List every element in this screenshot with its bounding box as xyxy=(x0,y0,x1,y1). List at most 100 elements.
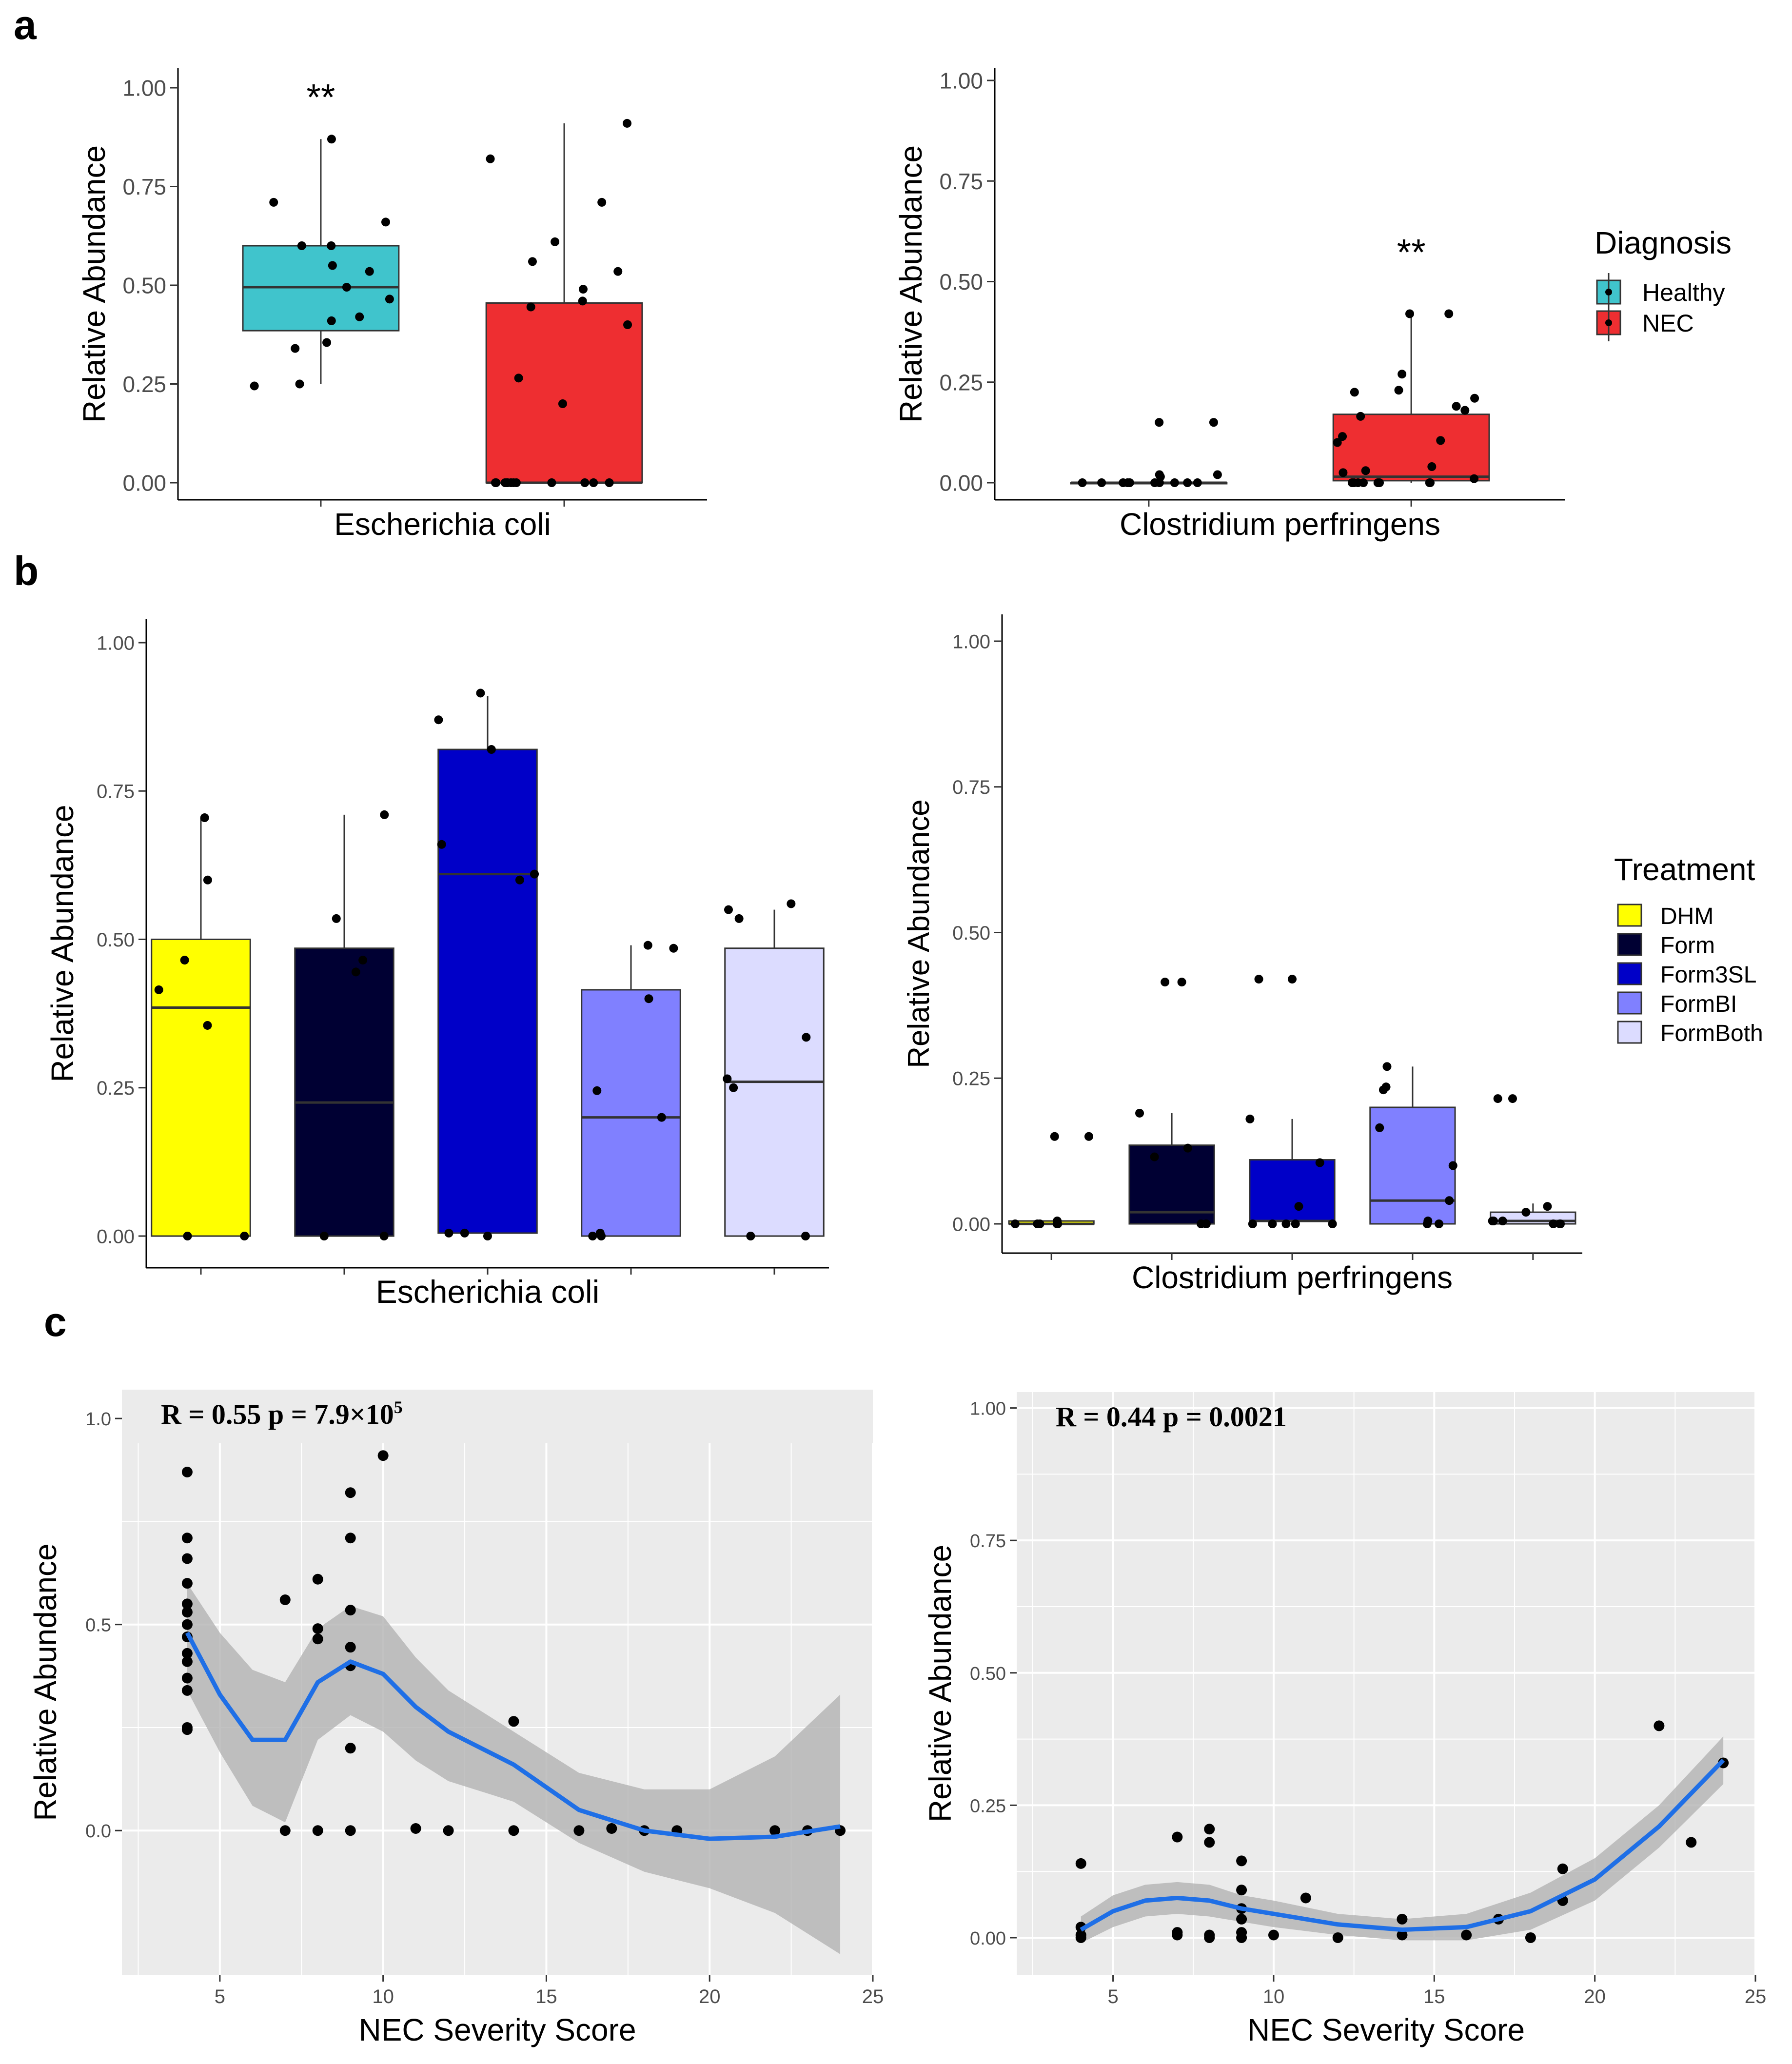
data-point xyxy=(181,1724,193,1735)
legend-label-healthy: Healthy xyxy=(1642,279,1725,306)
point-dhm xyxy=(1084,1132,1093,1141)
chart-a-ecoli: 0.00 0.25 0.50 0.75 1.00 Relative Abundance Es… xyxy=(77,68,707,542)
point-nec xyxy=(1373,478,1382,487)
x-axis-title: NEC Severity Score xyxy=(1247,2012,1525,2047)
data-point xyxy=(1397,1913,1408,1925)
point-formbi xyxy=(657,1113,666,1122)
point-form3sl xyxy=(1254,975,1263,984)
stat-annotation: R = 0.55 p = 7.9×105 xyxy=(161,1397,403,1430)
legend-label-form: Form xyxy=(1660,933,1715,959)
box-form xyxy=(294,947,394,1237)
point-dhm xyxy=(180,956,189,965)
point-nec xyxy=(1427,462,1437,471)
data-point xyxy=(1557,1863,1568,1874)
point-healthy xyxy=(365,267,374,276)
point-formboth xyxy=(723,1074,732,1083)
point-formboth xyxy=(1508,1094,1517,1103)
data-point xyxy=(1172,1929,1183,1941)
panel-label-a: a xyxy=(14,2,37,48)
point-dhm xyxy=(1053,1219,1063,1228)
x-tick-label: 5 xyxy=(215,1986,225,2007)
point-nec xyxy=(1398,370,1407,379)
point-formboth xyxy=(724,905,733,914)
data-point xyxy=(508,1825,519,1836)
legend-swatch-formboth xyxy=(1617,1021,1642,1044)
point-nec xyxy=(578,285,588,294)
x-tick-label: 20 xyxy=(1584,1986,1606,2007)
point-nec xyxy=(613,267,623,276)
data-point xyxy=(345,1743,356,1754)
point-formboth xyxy=(734,914,744,923)
point-nec xyxy=(589,478,598,487)
smooth-line xyxy=(185,1632,841,1841)
x-tick-label: 25 xyxy=(862,1986,884,2007)
point-form xyxy=(319,1232,329,1240)
point-nec xyxy=(1338,432,1347,441)
point-dhm xyxy=(1050,1132,1059,1141)
point-formbi xyxy=(643,941,652,950)
y-tick-label: 0.00 xyxy=(970,1928,1006,1949)
stat-annotation-exponent: 5 xyxy=(394,1397,403,1417)
y-tick-label: 0.00 xyxy=(952,1214,990,1235)
point-formboth xyxy=(746,1232,755,1240)
legend-swatch-form3sl xyxy=(1617,962,1642,985)
chart-a-cperfringens: 0.00 0.25 0.50 0.75 1.00 Relative Abundance Cl… xyxy=(893,68,1565,542)
box-nec xyxy=(1332,413,1490,482)
y-tick-label: 0.50 xyxy=(97,929,135,951)
data-point xyxy=(443,1825,454,1836)
point-healthy xyxy=(295,379,304,389)
y-tick-label: 0.75 xyxy=(939,169,983,194)
x-axis-title: Escherichia coli xyxy=(376,1274,600,1310)
data-point xyxy=(279,1594,291,1605)
point-nec xyxy=(1470,393,1479,403)
chart-c-cperfringens-severity: 5 10 15 20 25 0.00 0.25 0.50 0.75 1.00 R = 0.44 p … xyxy=(923,1392,1766,2047)
point-dhm xyxy=(200,813,209,823)
point-nec xyxy=(1339,468,1348,477)
significance-annotation: ** xyxy=(1397,232,1426,274)
point-healthy xyxy=(1078,478,1087,487)
point-nec xyxy=(1333,438,1342,447)
box-formboth xyxy=(724,947,825,1237)
x-tick-label: 15 xyxy=(535,1986,557,2007)
data-point xyxy=(1686,1837,1697,1848)
confidence-ribbon xyxy=(1081,1736,1724,1943)
point-form3sl xyxy=(483,1232,492,1240)
point-nec xyxy=(1361,466,1370,475)
box-nec xyxy=(485,302,643,484)
point-nec xyxy=(580,478,590,487)
point-form3sl xyxy=(1245,1114,1255,1123)
point-form xyxy=(332,914,341,923)
data-point xyxy=(312,1573,323,1585)
point-formbi xyxy=(644,994,653,1003)
legend-swatch-form xyxy=(1617,933,1642,956)
data-point xyxy=(1236,1932,1247,1943)
legend-diagnosis: Diagnosis Healthy NEC xyxy=(1595,225,1732,341)
confidence-ribbon xyxy=(187,1583,841,1954)
data-point xyxy=(410,1823,421,1834)
point-formbi xyxy=(1434,1219,1443,1228)
data-point xyxy=(279,1825,291,1836)
point-form3sl xyxy=(1281,1219,1291,1228)
point-formbi xyxy=(1422,1219,1432,1228)
data-point xyxy=(312,1633,323,1645)
legend-label-form3sl: Form3SL xyxy=(1660,962,1756,988)
y-axis-title: Relative Abundance xyxy=(902,799,936,1068)
box-form3sl xyxy=(437,748,538,1234)
y-tick-label: 0.25 xyxy=(952,1068,990,1090)
point-formboth xyxy=(1549,1219,1558,1228)
point-healthy xyxy=(327,241,336,250)
point-nec xyxy=(1426,478,1435,487)
point-healthy xyxy=(1155,418,1164,427)
x-tick-label: 5 xyxy=(1107,1986,1118,2007)
data-point xyxy=(181,1607,193,1618)
point-healthy xyxy=(1209,418,1218,427)
y-tick-label: 0.75 xyxy=(97,781,135,803)
x-axis-title: Clostridium perfringens xyxy=(1120,507,1440,542)
point-dhm xyxy=(203,1021,212,1030)
data-point xyxy=(181,1619,193,1630)
y-tick-label: 0.0 xyxy=(85,1821,111,1842)
x-tick-label: 20 xyxy=(699,1986,721,2007)
data-point xyxy=(345,1642,356,1653)
data-point xyxy=(1236,1855,1247,1867)
